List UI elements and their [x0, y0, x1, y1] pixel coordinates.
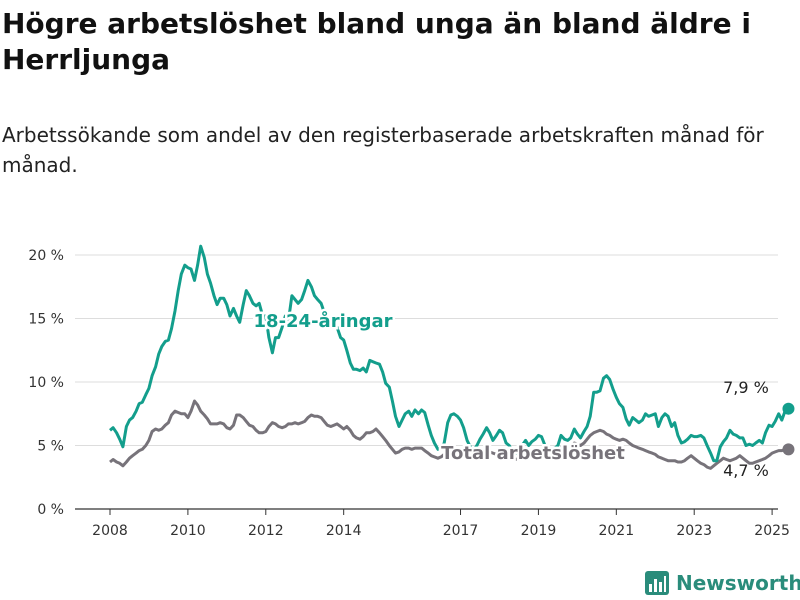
end-point-total — [782, 443, 795, 456]
end-value-label-total: 4,7 % — [723, 461, 769, 480]
x-tick-label: 2019 — [521, 523, 557, 539]
x-tick-label: 2021 — [598, 523, 634, 539]
end-point-youth — [782, 402, 795, 415]
grid-lines — [75, 254, 778, 510]
x-tick-label: 2008 — [92, 523, 128, 539]
y-tick-label: 10 % — [28, 375, 64, 391]
series-line-total — [109, 399, 789, 470]
chart-title: Högre arbetslöshet bland unga än bland ä… — [2, 7, 751, 76]
x-axis-ticks: 2008 2010 2012 2014 2017 2019 2021 2023 2025 — [92, 509, 790, 539]
y-tick-label: 15 % — [28, 312, 64, 328]
x-tick-label: 2010 — [170, 523, 206, 539]
x-tick-label: 2012 — [248, 523, 284, 539]
y-tick-label: 0 % — [37, 502, 64, 518]
x-tick-label: 2025 — [754, 523, 790, 539]
series-label-total: Total arbetslöshet — [441, 443, 625, 464]
series-labels: 18-24-åringar Total arbetslöshet 7,9 % 4,7 … — [251, 308, 769, 481]
series-label-youth: 18-24-åringar — [254, 310, 393, 332]
x-tick-label: 2023 — [676, 523, 712, 539]
y-tick-label: 5 % — [37, 439, 64, 455]
end-value-label-youth: 7,9 % — [723, 378, 769, 397]
series-line-youth — [109, 244, 790, 463]
bar-chart-logo-icon — [645, 571, 669, 595]
series-lines — [109, 244, 795, 470]
chart-subtitle: Arbetssökande som andel av den registerb… — [2, 123, 764, 177]
brand-name: Newsworthy — [676, 571, 800, 595]
y-tick-label: 20 % — [28, 248, 64, 264]
y-axis-ticks: 0 % 5 % 10 % 15 % 20 % — [28, 248, 64, 518]
x-tick-label: 2017 — [443, 523, 479, 539]
newsworthy-logo: Newsworthy — [644, 570, 800, 596]
x-tick-label: 2014 — [326, 523, 362, 539]
